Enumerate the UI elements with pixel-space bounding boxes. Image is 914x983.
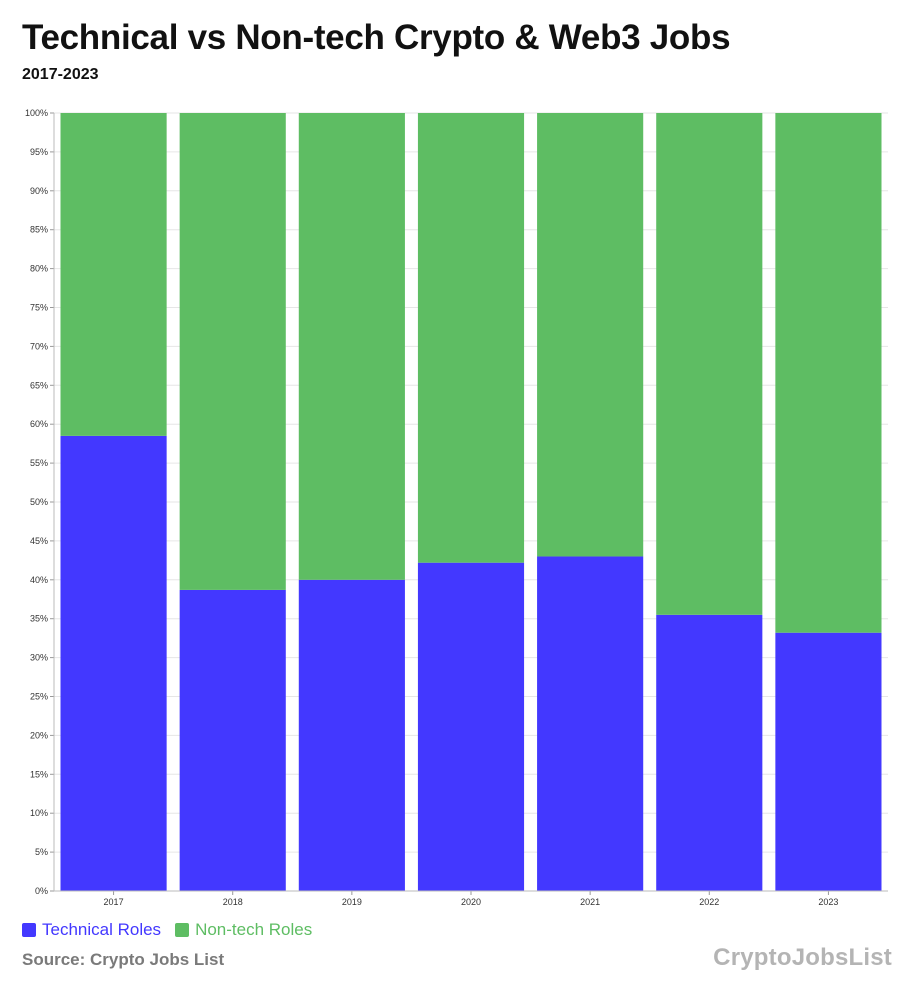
x-tick-label: 2023 — [818, 897, 838, 907]
y-tick-label: 80% — [30, 264, 48, 274]
legend-item-technical: Technical Roles — [22, 920, 161, 940]
bar-nontech — [179, 113, 286, 590]
bar-technical — [179, 589, 286, 891]
bar-technical — [656, 614, 763, 891]
bar-technical — [60, 435, 167, 891]
legend-swatch-nontech — [175, 923, 190, 937]
bar-nontech — [298, 113, 405, 580]
y-tick-label: 75% — [30, 303, 48, 313]
y-tick-label: 0% — [35, 886, 48, 896]
y-tick-label: 55% — [30, 458, 48, 468]
y-tick-label: 100% — [25, 108, 48, 118]
y-tick-label: 95% — [30, 147, 48, 157]
source-note: Source: Crypto Jobs List — [22, 950, 225, 969]
y-tick-label: 15% — [30, 769, 48, 779]
x-tick-label: 2017 — [104, 897, 124, 907]
y-tick-label: 40% — [30, 575, 48, 585]
y-tick-label: 25% — [30, 692, 48, 702]
y-tick-label: 35% — [30, 614, 48, 624]
chart-subtitle: 2017-2023 — [22, 66, 99, 83]
x-tick-label: 2022 — [699, 897, 719, 907]
bar-nontech — [775, 113, 882, 633]
bar-technical — [537, 556, 644, 891]
bar-nontech — [537, 113, 644, 557]
y-tick-label: 10% — [30, 808, 48, 818]
legend-label-nontech: Non-tech Roles — [195, 920, 313, 939]
y-tick-label: 20% — [30, 730, 48, 740]
y-tick-label: 45% — [30, 536, 48, 546]
y-tick-label: 30% — [30, 653, 48, 663]
bar-nontech — [60, 113, 167, 436]
legend-swatch-technical — [22, 923, 36, 937]
x-tick-label: 2018 — [223, 897, 243, 907]
legend-item-nontech: Non-tech Roles — [175, 920, 312, 940]
y-tick-label: 85% — [30, 225, 48, 235]
y-tick-label: 50% — [30, 497, 48, 507]
legend: Technical Roles Non-tech Roles — [22, 920, 312, 940]
bar-technical — [298, 579, 405, 891]
y-tick-label: 5% — [35, 847, 48, 857]
x-tick-label: 2019 — [342, 897, 362, 907]
chart-title: Technical vs Non-tech Crypto & Web3 Jobs — [22, 18, 731, 57]
brand-logo: CryptoJobsList — [713, 944, 892, 971]
y-tick-label: 70% — [30, 341, 48, 351]
stacked-bar-chart: 0% 5% 10% 15% 20% 25% 30% 35% 40% 45% 50% 55% 60% 65%… — [25, 108, 888, 907]
x-tick-label: 2021 — [580, 897, 600, 907]
y-tick-label: 60% — [30, 419, 48, 429]
legend-label-technical: Technical Roles — [42, 920, 162, 939]
bar-technical — [417, 562, 525, 891]
bar-nontech — [417, 113, 525, 563]
bar-nontech — [656, 113, 763, 615]
y-tick-label: 90% — [30, 186, 48, 196]
x-tick-label: 2020 — [461, 897, 481, 907]
y-tick-label: 65% — [30, 380, 48, 390]
bar-technical — [775, 632, 882, 891]
